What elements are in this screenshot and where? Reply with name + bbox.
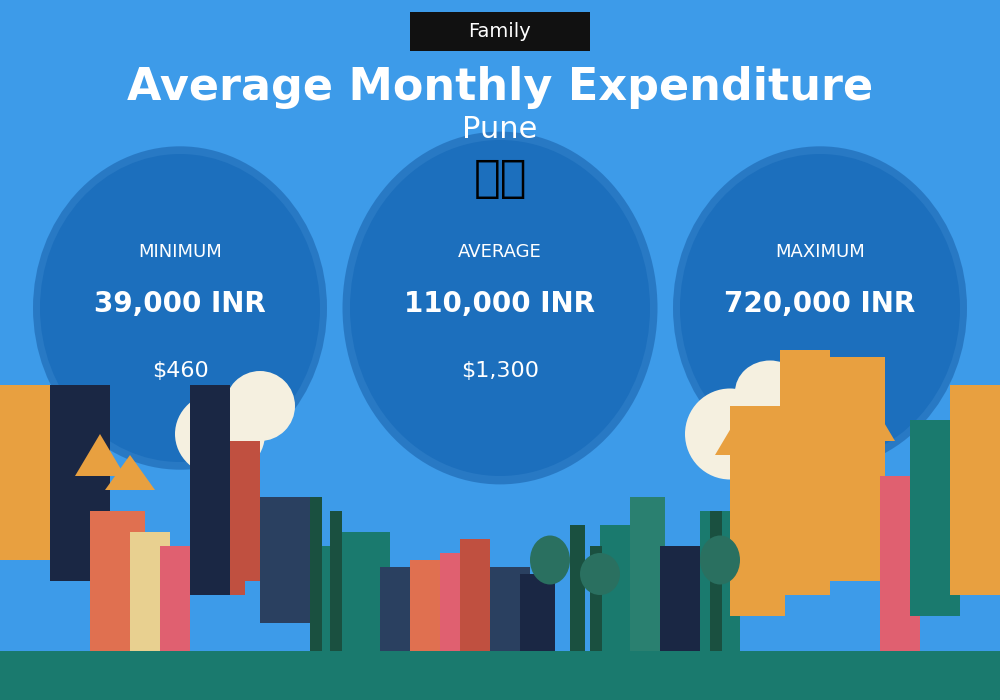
Bar xyxy=(0,651,1000,700)
Text: Family: Family xyxy=(469,22,531,41)
Bar xyxy=(730,406,785,616)
Bar xyxy=(950,385,1000,595)
Bar xyxy=(880,476,920,651)
Ellipse shape xyxy=(175,392,265,476)
Bar xyxy=(910,420,960,616)
Ellipse shape xyxy=(40,154,320,462)
Bar xyxy=(230,441,245,595)
Bar xyxy=(160,546,190,651)
Bar xyxy=(410,560,445,651)
Ellipse shape xyxy=(225,371,295,441)
Bar xyxy=(700,511,740,651)
Ellipse shape xyxy=(700,536,740,584)
Bar xyxy=(245,441,260,581)
Ellipse shape xyxy=(33,146,327,470)
Bar xyxy=(600,525,640,651)
Bar xyxy=(590,546,602,651)
Bar xyxy=(50,385,110,581)
Ellipse shape xyxy=(350,140,650,476)
Ellipse shape xyxy=(580,553,620,595)
Text: MAXIMUM: MAXIMUM xyxy=(775,243,865,261)
Bar xyxy=(130,532,170,651)
Text: MINIMUM: MINIMUM xyxy=(138,243,222,261)
Bar xyxy=(310,497,322,651)
Bar xyxy=(190,385,230,595)
Ellipse shape xyxy=(685,389,775,480)
Bar xyxy=(570,525,585,651)
Bar xyxy=(460,539,490,651)
Polygon shape xyxy=(75,434,125,476)
Polygon shape xyxy=(845,399,895,441)
Polygon shape xyxy=(715,413,765,455)
Text: 110,000 INR: 110,000 INR xyxy=(404,290,596,318)
Bar xyxy=(780,350,830,595)
Text: 720,000 INR: 720,000 INR xyxy=(724,290,916,318)
Text: AVERAGE: AVERAGE xyxy=(458,243,542,261)
Ellipse shape xyxy=(342,132,658,484)
Text: Pune: Pune xyxy=(462,115,538,144)
Text: $460: $460 xyxy=(152,361,208,381)
Bar xyxy=(0,385,50,560)
Bar xyxy=(260,497,310,623)
Ellipse shape xyxy=(780,378,840,434)
Bar xyxy=(330,511,342,651)
Ellipse shape xyxy=(680,154,960,462)
Bar xyxy=(440,553,470,651)
Text: 🇮🇳: 🇮🇳 xyxy=(473,157,527,200)
Bar xyxy=(520,574,555,651)
Text: $8,600: $8,600 xyxy=(781,361,859,381)
Bar xyxy=(310,546,350,651)
Bar xyxy=(90,511,145,651)
FancyBboxPatch shape xyxy=(410,12,590,51)
Text: $1,300: $1,300 xyxy=(461,361,539,381)
Bar xyxy=(830,357,885,581)
Text: 39,000 INR: 39,000 INR xyxy=(94,290,266,318)
Text: Average Monthly Expenditure: Average Monthly Expenditure xyxy=(127,66,873,109)
Ellipse shape xyxy=(673,146,967,470)
Bar xyxy=(380,567,420,651)
Ellipse shape xyxy=(530,536,570,584)
Bar xyxy=(490,567,530,651)
Bar xyxy=(630,497,665,651)
Polygon shape xyxy=(105,455,155,490)
Ellipse shape xyxy=(735,360,805,424)
Bar xyxy=(340,532,390,651)
Bar xyxy=(660,546,710,651)
Bar xyxy=(710,511,722,651)
